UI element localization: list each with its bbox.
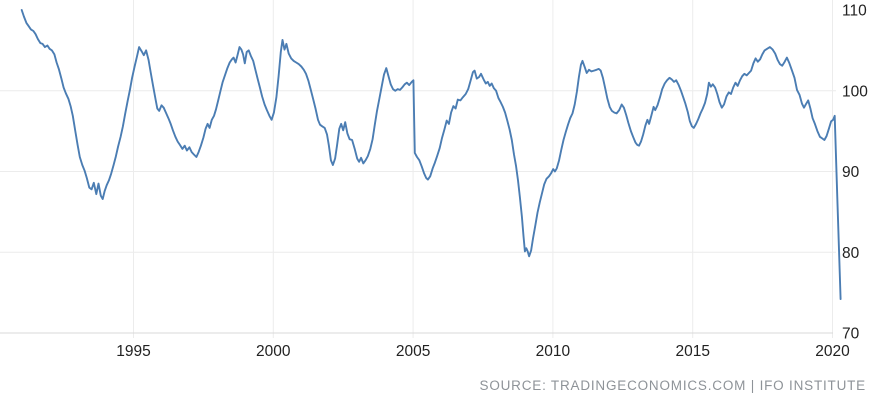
y-axis-label-110: 110 bbox=[842, 3, 867, 20]
x-axis-label-2015: 2015 bbox=[675, 343, 709, 360]
x-axis-label-2005: 2005 bbox=[396, 343, 430, 360]
x-axis-label-1995: 1995 bbox=[116, 343, 150, 360]
x-axis-label-2020: 2020 bbox=[815, 343, 850, 360]
x-axis-label-2000: 2000 bbox=[256, 343, 291, 360]
data-series-line[interactable] bbox=[20, 9, 842, 301]
source-attribution: SOURCE: TRADINGECONOMICS.COM | IFO INSTI… bbox=[480, 378, 866, 393]
y-axis-label-70: 70 bbox=[842, 326, 860, 343]
x-axis-label-2010: 2010 bbox=[536, 343, 571, 360]
y-axis-label-80: 80 bbox=[842, 245, 860, 262]
y-axis-label-100: 100 bbox=[842, 83, 868, 100]
source-text: SOURCE: TRADINGECONOMICS.COM | IFO INSTI… bbox=[479, 378, 866, 393]
y-axis-label-90: 90 bbox=[842, 164, 860, 181]
